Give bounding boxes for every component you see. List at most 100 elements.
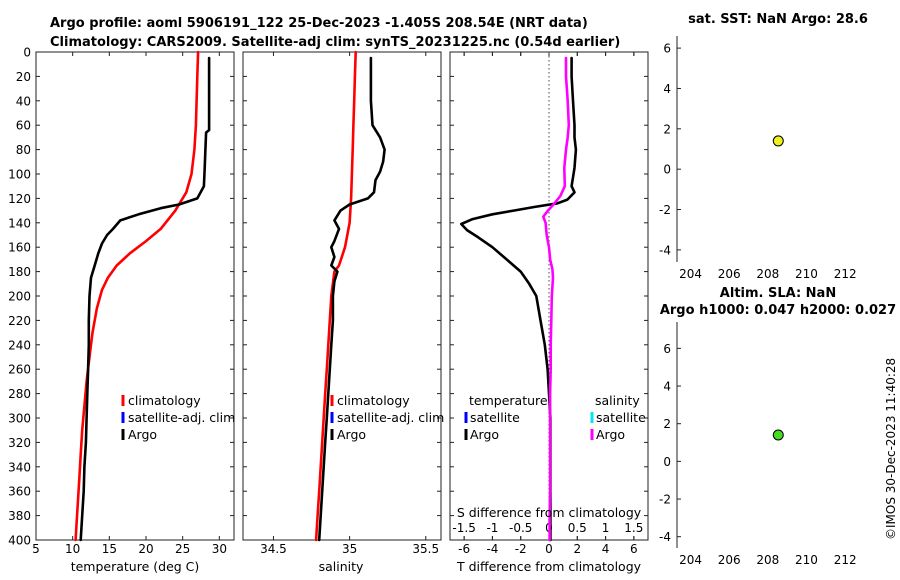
difference-xtick-label: 6 <box>630 542 638 556</box>
temperature-ytick-label: 340 <box>8 460 31 474</box>
sst-title: sat. SST: NaN Argo: 28.6 <box>688 12 868 27</box>
temperature-ytick-label: 40 <box>16 94 31 108</box>
difference-xlabel: T difference from climatology <box>456 559 642 574</box>
sla-xtick-label: 212 <box>834 553 857 567</box>
difference-xtick-label: 2 <box>573 542 581 556</box>
timestamp: ©IMOS 30-Dec-2023 11:40:28 <box>884 358 898 540</box>
temperature-ytick-label: 280 <box>8 387 31 401</box>
temperature-ytick-label: 20 <box>16 70 31 84</box>
sst-ytick-label: 4 <box>663 82 671 96</box>
title-line-2: Climatology: CARS2009. Satellite-adj cli… <box>50 35 620 50</box>
sst-ytick-label: -4 <box>659 243 671 257</box>
salinity-xtick-label: 35 <box>342 542 357 556</box>
sla-xtick-label: 204 <box>679 553 702 567</box>
temperature-ytick-label: 200 <box>8 290 31 304</box>
temperature-xlabel: temperature (deg C) <box>71 559 200 574</box>
sst-xtick-label: 212 <box>834 267 857 281</box>
temperature-ytick-label: 400 <box>8 534 31 548</box>
sla-panel: 204 206 208 210 212 -4 -2 0 2 4 6 <box>659 322 857 567</box>
salinity-legend: climatology satellite-adj. clim Argo <box>330 393 444 442</box>
legend-swatch-s-satellite <box>590 412 594 423</box>
salinity-xlabel: salinity <box>319 559 364 574</box>
legend-swatch-s-argo <box>590 429 594 440</box>
temperature-ytick-label: 100 <box>8 168 31 182</box>
sst-panel: 204 206 208 210 212 -4 -2 0 2 4 6 <box>659 36 857 281</box>
sst-ytick-label: 6 <box>663 42 671 56</box>
difference-x2label: S difference from climatology <box>457 505 642 520</box>
sst-xtick-label: 210 <box>795 267 818 281</box>
salinity-xtick-label: 35.5 <box>412 542 439 556</box>
legend-s-argo: Argo <box>596 427 625 442</box>
sla-xtick-label: 210 <box>795 553 818 567</box>
difference-xtick-label: 0 <box>545 542 553 556</box>
sla-xtick-label: 206 <box>718 553 741 567</box>
temperature-climatology-line <box>74 50 200 542</box>
sla-ytick-label: 4 <box>663 380 671 394</box>
difference-s-xtick-label: -1 <box>486 521 498 535</box>
difference-s-xtick-label: -1.5 <box>452 521 475 535</box>
temperature-xtick-label: 15 <box>102 542 117 556</box>
title-line-1: Argo profile: aoml 5906191_122 25-Dec-20… <box>50 16 588 31</box>
difference-s-xtick-label: 1.5 <box>624 521 643 535</box>
sla-ytick-label: 6 <box>663 342 671 356</box>
salinity-climatology-line <box>314 50 357 542</box>
temperature-ytick-label: 300 <box>8 412 31 426</box>
temperature-ytick-label: 320 <box>8 436 31 450</box>
temperature-ytick-label: 160 <box>8 241 31 255</box>
sst-xtick-label: 208 <box>756 267 779 281</box>
legend-swatch-climatology <box>121 395 125 406</box>
sla-title: Altim. SLA: NaN <box>720 286 836 301</box>
salinity-panel: 34.5 35 35.5 <box>242 50 442 556</box>
salinity-frame <box>242 51 442 541</box>
legend-satellite-adj-2: satellite-adj. clim <box>337 410 444 425</box>
legend-swatch-t-satellite <box>464 412 468 423</box>
sst-ytick-label: 2 <box>663 122 671 136</box>
legend-swatch-satellite <box>121 412 125 423</box>
legend-swatch-argo-2 <box>330 429 334 440</box>
legend-swatch-t-argo <box>464 429 468 440</box>
sst-ytick-label: -2 <box>659 203 671 217</box>
temperature-xtick-label: 25 <box>175 542 190 556</box>
temperature-ytick-label: 380 <box>8 509 31 523</box>
legend-climatology-2: climatology <box>337 393 410 408</box>
temperature-ytick-label: 80 <box>16 143 31 157</box>
temperature-xtick-label: 20 <box>138 542 153 556</box>
sla-ytick-label: -4 <box>659 530 671 544</box>
temperature-xtick-label: 30 <box>212 542 227 556</box>
legend-argo-2: Argo <box>337 427 366 442</box>
sla-ytick-label: 0 <box>663 455 671 469</box>
temperature-ytick-label: 180 <box>8 265 31 279</box>
temperature-frame <box>35 51 235 541</box>
sla-ytick-label: 2 <box>663 417 671 431</box>
legend-t-satellite: satellite <box>470 410 520 425</box>
temperature-ytick-label: 140 <box>8 216 31 230</box>
difference-s-xtick-label: -0.5 <box>509 521 532 535</box>
sla-title-2: Argo h1000: 0.047 h2000: 0.027 <box>660 303 896 318</box>
difference-legend: temperature satellite Argo salinity sate… <box>464 393 646 442</box>
temperature-ytick-label: 60 <box>16 119 31 133</box>
temperature-ytick-label: 0 <box>23 46 31 60</box>
sst-ytick-label: 0 <box>663 163 671 177</box>
temperature-argo-line <box>79 56 211 542</box>
difference-xtick-label: 4 <box>602 542 610 556</box>
difference-salinity-line <box>542 56 571 542</box>
difference-xtick-label: -4 <box>486 542 498 556</box>
legend-s-satellite: satellite <box>596 410 646 425</box>
sla-marker <box>772 429 784 441</box>
temperature-ytick-label: 120 <box>8 192 31 206</box>
sla-xtick-label: 208 <box>756 553 779 567</box>
sst-xtick-label: 204 <box>679 267 702 281</box>
salinity-argo-line <box>317 56 386 542</box>
temperature-panel: 5 10 15 20 25 3002040608010012014016018020022… <box>8 46 235 556</box>
legend-salinity-heading: salinity <box>595 393 640 408</box>
legend-temperature-heading: temperature <box>469 393 548 408</box>
legend-swatch-climatology-2 <box>330 395 334 406</box>
temperature-ytick-label: 240 <box>8 338 31 352</box>
sla-ytick-label: -2 <box>659 493 671 507</box>
temperature-legend: climatology satellite-adj. clim Argo <box>121 393 235 442</box>
difference-xtick-label: -2 <box>515 542 527 556</box>
sst-marker <box>772 135 784 147</box>
legend-t-argo: Argo <box>470 427 499 442</box>
